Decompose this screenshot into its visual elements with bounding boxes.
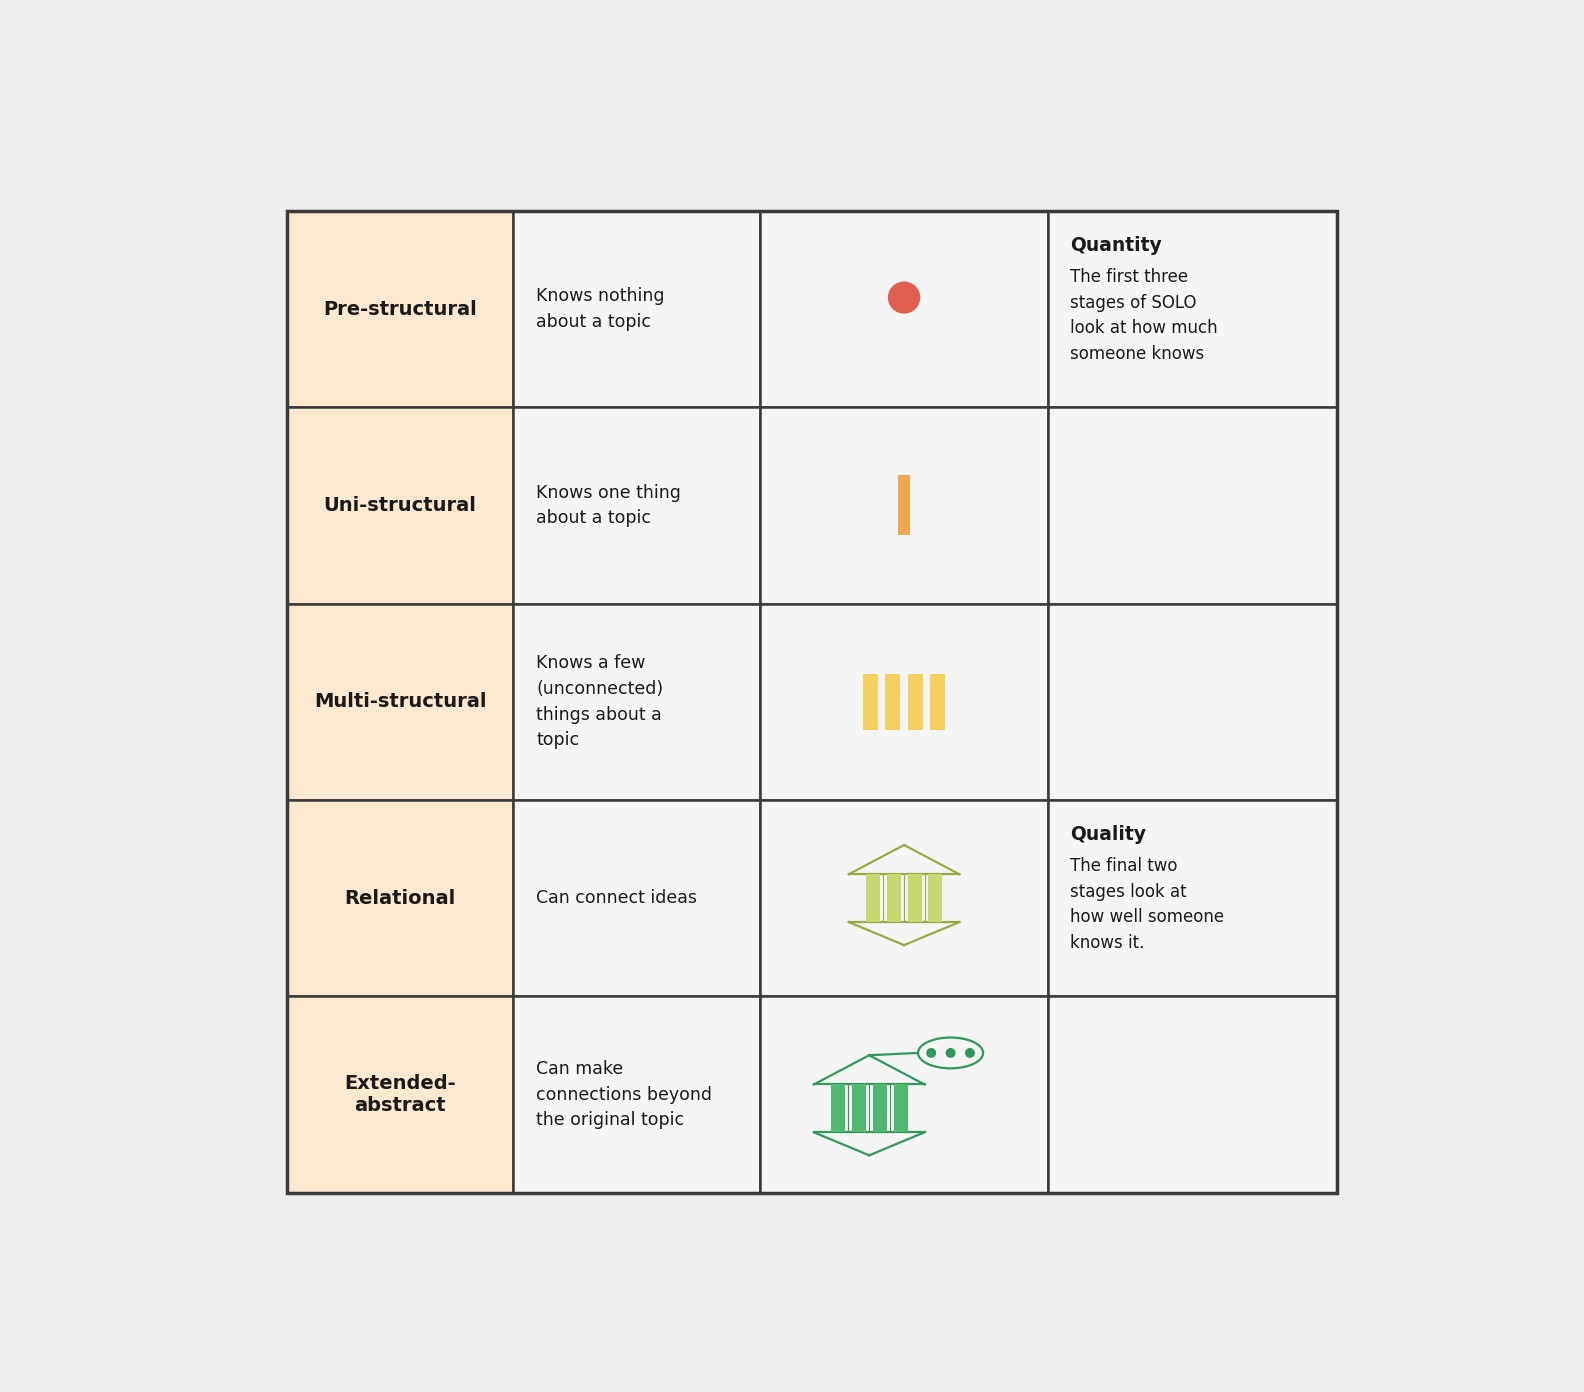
Bar: [513, 800, 760, 997]
Bar: [930, 674, 946, 729]
Bar: [887, 874, 901, 922]
Bar: [287, 212, 1337, 1193]
Text: Pre-structural: Pre-structural: [323, 299, 477, 319]
Bar: [1049, 997, 1337, 1193]
Text: Multi-structural: Multi-structural: [314, 692, 486, 711]
Text: Uni-structural: Uni-structural: [323, 496, 477, 515]
Bar: [898, 476, 911, 536]
Bar: [760, 408, 1049, 604]
Bar: [908, 674, 922, 729]
Bar: [1049, 408, 1337, 604]
Bar: [893, 1084, 908, 1132]
Bar: [287, 800, 513, 997]
Circle shape: [927, 1048, 936, 1057]
Bar: [1049, 604, 1337, 800]
Text: The final two
stages look at
how well someone
knows it.: The final two stages look at how well so…: [1071, 857, 1224, 952]
Text: Knows a few
(unconnected)
things about a
topic: Knows a few (unconnected) things about a…: [535, 654, 664, 749]
Bar: [832, 1084, 844, 1132]
Text: Knows nothing
about a topic: Knows nothing about a topic: [535, 287, 665, 331]
Text: Quality: Quality: [1071, 824, 1147, 844]
Bar: [866, 874, 879, 922]
Circle shape: [966, 1048, 974, 1057]
Bar: [287, 212, 513, 408]
Bar: [1049, 800, 1337, 997]
Bar: [513, 997, 760, 1193]
Bar: [885, 674, 900, 729]
Bar: [513, 408, 760, 604]
Bar: [287, 408, 513, 604]
Bar: [852, 1084, 866, 1132]
Text: Can make
connections beyond
the original topic: Can make connections beyond the original…: [535, 1059, 713, 1129]
Bar: [760, 800, 1049, 997]
Circle shape: [946, 1048, 955, 1057]
Bar: [287, 604, 513, 800]
Bar: [513, 212, 760, 408]
Bar: [287, 997, 513, 1193]
Bar: [928, 874, 942, 922]
Bar: [873, 1084, 887, 1132]
Bar: [1049, 212, 1337, 408]
Bar: [760, 212, 1049, 408]
Bar: [760, 997, 1049, 1193]
Bar: [760, 604, 1049, 800]
Bar: [863, 674, 878, 729]
Bar: [908, 874, 922, 922]
Text: Quantity: Quantity: [1071, 235, 1163, 255]
Text: The first three
stages of SOLO
look at how much
someone knows: The first three stages of SOLO look at h…: [1071, 267, 1218, 363]
Bar: [513, 604, 760, 800]
Text: Extended-
abstract: Extended- abstract: [344, 1075, 456, 1115]
Text: Knows one thing
about a topic: Knows one thing about a topic: [535, 483, 681, 528]
Circle shape: [889, 283, 920, 313]
Text: Relational: Relational: [344, 888, 456, 908]
Text: Can connect ideas: Can connect ideas: [535, 889, 697, 908]
